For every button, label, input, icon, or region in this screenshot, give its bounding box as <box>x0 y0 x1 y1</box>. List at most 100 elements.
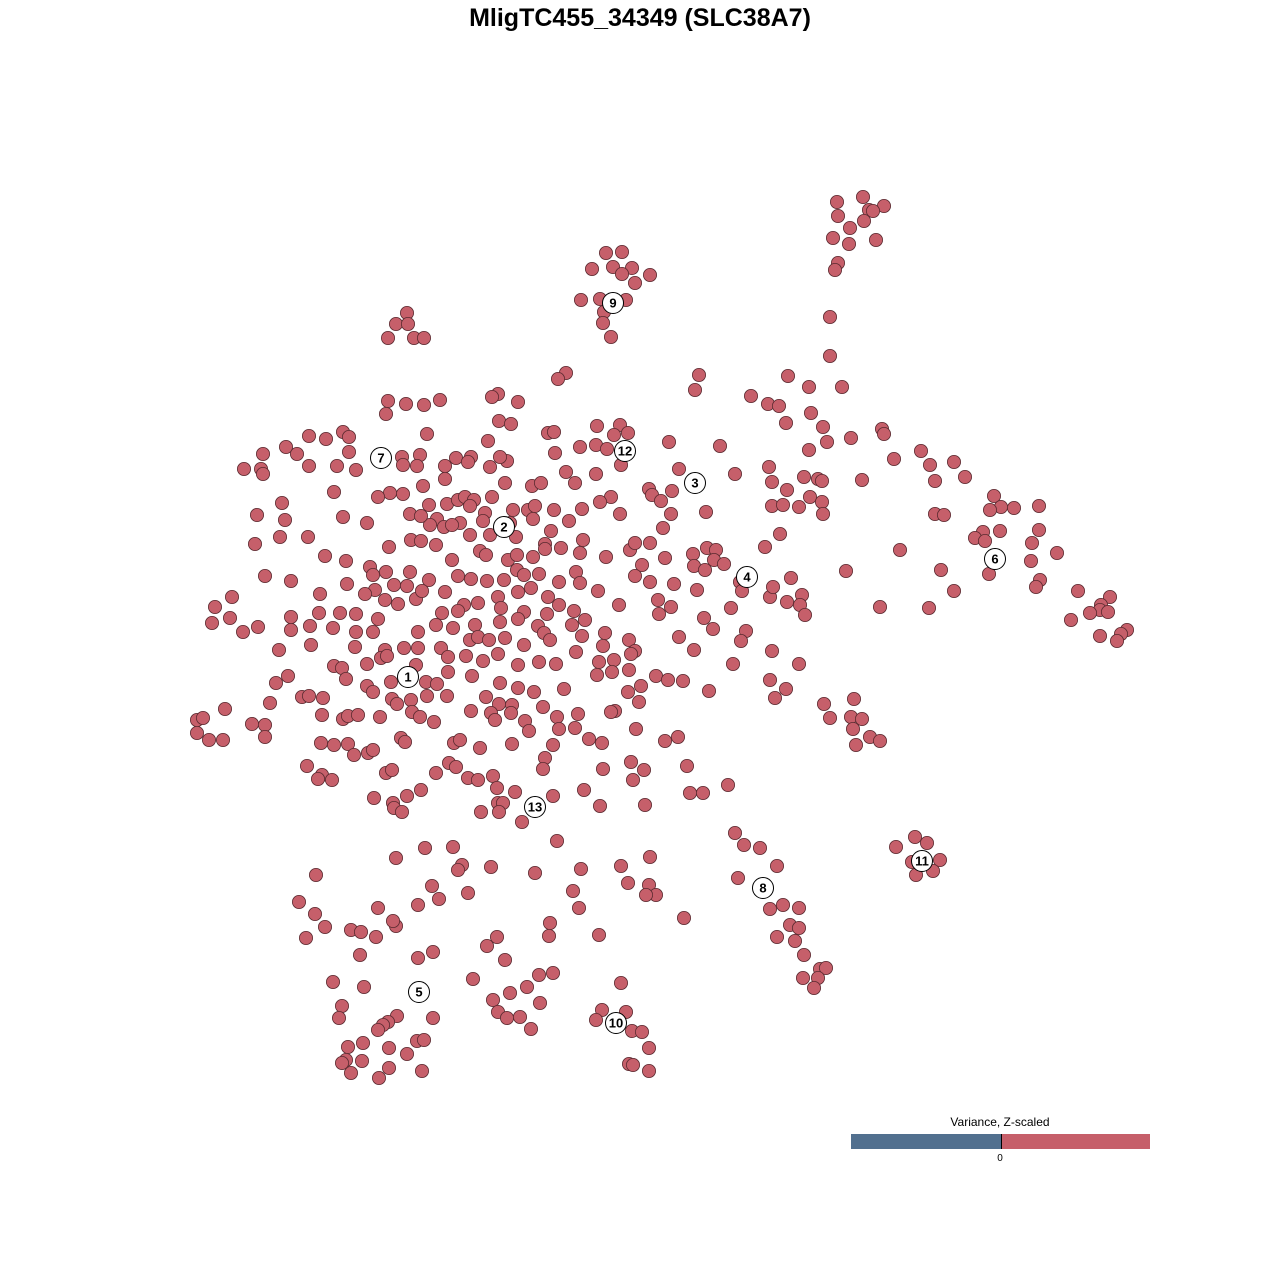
data-point <box>784 571 799 586</box>
data-point <box>638 798 653 813</box>
data-point <box>409 458 424 473</box>
data-point <box>820 434 835 449</box>
data-point <box>481 633 496 648</box>
data-point <box>359 657 374 672</box>
data-point <box>526 512 541 527</box>
data-point <box>596 639 611 654</box>
cluster-label-circle <box>408 981 430 1003</box>
data-point <box>402 565 417 580</box>
data-point <box>463 572 478 587</box>
data-point <box>697 611 712 626</box>
data-point <box>350 708 365 723</box>
data-point <box>817 697 832 712</box>
data-point <box>546 738 561 753</box>
data-point <box>604 329 619 344</box>
data-point <box>737 838 752 853</box>
data-point <box>770 859 785 874</box>
data-point <box>823 711 838 726</box>
data-point <box>773 527 788 542</box>
data-point <box>607 653 622 668</box>
data-point <box>370 901 385 916</box>
data-point <box>382 485 397 500</box>
cluster-label-text: 1 <box>404 670 411 685</box>
data-point <box>776 497 791 512</box>
data-point <box>434 606 449 621</box>
data-point <box>1101 605 1116 620</box>
data-point <box>635 1025 650 1040</box>
data-point <box>544 524 559 539</box>
data-point <box>483 860 498 875</box>
data-point <box>414 1064 429 1079</box>
data-point <box>384 763 399 778</box>
data-point <box>590 418 605 433</box>
data-point <box>624 647 639 662</box>
data-point <box>355 1036 370 1051</box>
data-point <box>831 208 846 223</box>
data-point <box>887 451 902 466</box>
data-point <box>643 575 658 590</box>
data-point <box>797 469 812 484</box>
data-point <box>796 971 811 986</box>
data-point <box>1103 590 1118 605</box>
data-point <box>301 689 316 704</box>
data-point <box>532 968 547 983</box>
data-point <box>873 734 888 749</box>
data-point <box>552 722 567 737</box>
data-point <box>310 772 325 787</box>
data-point <box>526 550 541 565</box>
cluster-label: 12 <box>614 440 636 462</box>
data-point <box>445 840 460 855</box>
cluster-label: 7 <box>370 447 392 469</box>
data-point <box>396 641 411 656</box>
data-point <box>1025 536 1040 551</box>
cluster-label-circle <box>614 440 636 462</box>
data-point <box>366 791 381 806</box>
data-point <box>765 644 780 659</box>
data-point <box>440 665 455 680</box>
cluster-label-text: 6 <box>991 552 998 567</box>
data-point <box>615 244 630 259</box>
data-point <box>856 189 871 204</box>
cluster-label: 5 <box>408 981 430 1003</box>
data-point <box>303 638 318 653</box>
data-point <box>634 679 649 694</box>
data-point <box>389 697 404 712</box>
data-point <box>426 715 441 730</box>
data-point <box>422 518 437 533</box>
data-point <box>662 434 677 449</box>
data-point <box>410 951 425 966</box>
data-point <box>844 430 859 445</box>
data-point <box>399 579 414 594</box>
data-point <box>797 948 812 963</box>
data-point <box>768 691 783 706</box>
data-point <box>987 488 1002 503</box>
data-point <box>855 472 870 487</box>
data-point <box>272 530 287 545</box>
legend-high-segment <box>1002 1134 1150 1149</box>
data-point <box>717 557 732 572</box>
data-point <box>444 518 459 533</box>
data-point <box>677 911 692 926</box>
cluster-label-circle <box>911 850 933 872</box>
data-point <box>536 762 551 777</box>
data-point <box>577 783 592 798</box>
data-point <box>416 1033 431 1048</box>
data-point <box>628 569 643 584</box>
data-point <box>763 902 778 917</box>
data-point <box>332 606 347 621</box>
data-point <box>1050 546 1065 561</box>
data-point <box>664 600 679 615</box>
data-point <box>780 482 795 497</box>
data-point <box>654 493 669 508</box>
data-point <box>397 735 412 750</box>
data-point <box>734 634 749 649</box>
data-point <box>724 601 739 616</box>
data-point <box>843 220 858 235</box>
data-point <box>444 553 459 568</box>
legend-zero-tick <box>1001 1134 1002 1149</box>
data-point <box>318 431 333 446</box>
cluster-label: 13 <box>524 796 546 818</box>
cluster-label-circle <box>370 447 392 469</box>
data-point <box>642 1064 657 1079</box>
data-point <box>770 930 785 945</box>
